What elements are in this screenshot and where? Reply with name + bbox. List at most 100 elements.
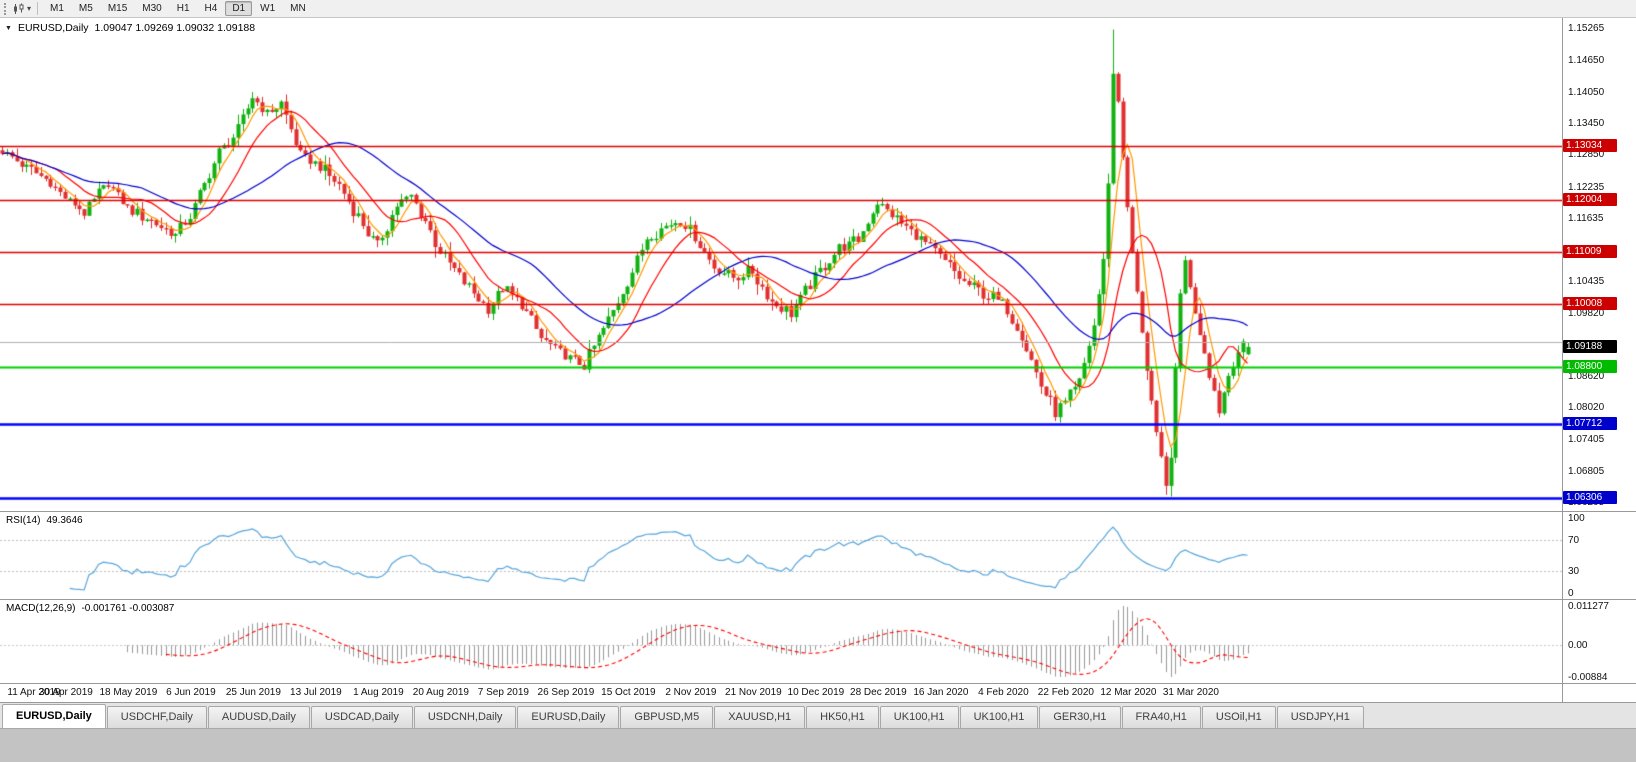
macd-plot[interactable]: MACD(12,26,9) -0.001761 -0.003087 (0, 600, 1562, 683)
rsi-value: 49.3646 (46, 515, 83, 526)
date-tick-28-dec-2019: 28 Dec 2019 (850, 687, 907, 698)
date-tick-1-aug-2019: 1 Aug 2019 (353, 687, 404, 698)
price-tick-1.12850: 1.12850 (1568, 149, 1605, 161)
level-price-badge-1.11009: 1.11009 (1563, 244, 1617, 258)
symbol-tab-uk100-h1-10[interactable]: UK100,H1 (959, 706, 1039, 728)
toolbar-grip[interactable] (4, 2, 8, 15)
symbol-tab-uk100-h1-9[interactable]: UK100,H1 (879, 706, 959, 728)
symbol-tab-hk50-h1-8[interactable]: HK50,H1 (806, 706, 879, 728)
level-price-badge-1.08800: 1.08800 (1563, 360, 1617, 374)
symbol-tab-usdcnh-daily-4[interactable]: USDCNH,Daily (413, 706, 517, 728)
date-tick-11-apr-2019: 11 Apr 2019 (7, 687, 61, 698)
symbol-tab-xauusd-h1-7[interactable]: XAUUSD,H1 (714, 706, 806, 728)
macd-panel: MACD(12,26,9) -0.001761 -0.003087 0.0112… (0, 600, 1636, 684)
symbol-tab-usdjpy-h1-14[interactable]: USDJPY,H1 (1276, 706, 1364, 728)
date-tick-31-mar-2020: 31 Mar 2020 (1162, 687, 1219, 698)
main-panel: ▼ EURUSD,Daily 1.09047 1.09269 1.09032 1… (0, 18, 1636, 512)
macd-tick-0.011277: 0.011277 (1568, 601, 1609, 612)
main-plot[interactable]: ▼ EURUSD,Daily 1.09047 1.09269 1.09032 1… (0, 18, 1562, 511)
symbol-tab-bar: EURUSD,Daily USDCHF,Daily AUDUSD,Daily USDC… (0, 702, 1636, 728)
dropdown-caret-icon[interactable]: ▾ (27, 4, 32, 13)
price-tick-1.08020: 1.08020 (1568, 402, 1605, 413)
rsi-canvas[interactable] (0, 512, 1562, 599)
date-tick-30-apr-2019: 30 Apr 2019 (38, 687, 93, 698)
symbol-tab-usoil-h1-13[interactable]: USOil,H1 (1201, 706, 1276, 728)
timeframe-button-m30[interactable]: M30 (142, 3, 162, 14)
time-axis-row: 11 Apr 2019 30 Apr 2019 18 May 2019 6 Jun 2… (0, 684, 1636, 702)
price-tick-1.12235: 1.12235 (1568, 181, 1605, 193)
rsi-scale-axis[interactable]: 100 70 30 0 (1562, 512, 1636, 599)
rsi-name: RSI(14) (6, 515, 41, 526)
macd-values: -0.001761 -0.003087 (81, 603, 175, 614)
date-tick-25-jun-2019: 25 Jun 2019 (225, 687, 281, 698)
chart-title-ohlc: 1.09047 1.09269 1.09032 1.09188 (94, 22, 256, 34)
date-tick-16-jan-2020: 16 Jan 2020 (913, 687, 969, 698)
macd-scale-axis[interactable]: 0.011277 0.00 -0.00884 (1562, 600, 1636, 683)
timeframe-button-m15[interactable]: M15 (107, 3, 128, 14)
level-price-badge-1.13034: 1.13034 (1563, 138, 1617, 152)
date-tick-18-may-2019: 18 May 2019 (99, 687, 158, 698)
date-tick-21-nov-2019: 21 Nov 2019 (725, 687, 782, 698)
price-tick-1.07405: 1.07405 (1568, 434, 1605, 446)
candlestick-chart-icon[interactable] (13, 3, 25, 15)
date-tick-20-aug-2019: 20 Aug 2019 (412, 687, 469, 698)
date-axis[interactable]: 11 Apr 2019 30 Apr 2019 18 May 2019 6 Jun 2… (0, 684, 1562, 702)
symbol-tab-eurusd-daily-0[interactable]: EURUSD,Daily (2, 704, 106, 728)
price-tick-1.10435: 1.10435 (1568, 275, 1605, 287)
timeframe-button-mn[interactable]: MN (290, 3, 306, 14)
rsi-tick-100: 100 (1568, 513, 1585, 524)
price-tick-1.09820: 1.09820 (1568, 307, 1605, 319)
timeframe-buttons: M1 M5 M15 M30 H1 H4 D1 W1 MN (43, 1, 313, 16)
chart-title-marker-icon: ▼ (5, 24, 12, 32)
timeframe-button-m5[interactable]: M5 (78, 3, 93, 14)
price-tick-1.13450: 1.13450 (1568, 118, 1605, 130)
level-price-badge-1.07712: 1.07712 (1563, 417, 1617, 431)
timeframe-button-m1[interactable]: M1 (50, 3, 64, 14)
rsi-label: RSI(14) 49.3646 (6, 515, 83, 526)
date-tick-13-jul-2019: 13 Jul 2019 (290, 687, 342, 698)
date-tick-12-mar-2020: 12 Mar 2020 (1100, 687, 1157, 698)
rsi-tick-70: 70 (1568, 535, 1580, 547)
symbol-tab-ger30-h1-11[interactable]: GER30,H1 (1039, 706, 1121, 728)
rsi-panel: RSI(14) 49.3646 100 70 30 0 (0, 512, 1636, 600)
date-tick-2-nov-2019: 2 Nov 2019 (665, 687, 717, 698)
chart-title: ▼ EURUSD,Daily 1.09047 1.09269 1.09032 1… (5, 22, 255, 34)
date-tick-15-oct-2019: 15 Oct 2019 (601, 687, 656, 698)
current-price-badge: 1.09188 (1563, 339, 1617, 353)
chart-area: ▼ EURUSD,Daily 1.09047 1.09269 1.09032 1… (0, 18, 1636, 702)
date-tick-22-feb-2020: 22 Feb 2020 (1037, 687, 1094, 698)
macd-canvas[interactable] (0, 600, 1562, 683)
symbol-tab-fra40-h1-12[interactable]: FRA40,H1 (1121, 706, 1201, 728)
rsi-tick-0: 0 (1568, 588, 1574, 599)
price-tick-1.06805: 1.06805 (1568, 465, 1605, 477)
symbol-tab-gbpusd-m5-6[interactable]: GBPUSD,M5 (620, 706, 714, 728)
axis-corner (1562, 684, 1636, 702)
date-tick-26-sep-2019: 26 Sep 2019 (537, 687, 595, 698)
timeframe-button-d1[interactable]: D1 (225, 1, 253, 16)
symbol-tab-eurusd-daily-5[interactable]: EURUSD,Daily (517, 706, 620, 728)
main-chart-canvas[interactable] (0, 18, 1562, 511)
date-tick-4-feb-2020: 4 Feb 2020 (978, 687, 1029, 698)
macd-tick--0.00884: -0.00884 (1568, 672, 1608, 683)
symbol-tab-usdcad-daily-3[interactable]: USDCAD,Daily (310, 706, 413, 728)
price-tick-1.11635: 1.11635 (1568, 213, 1604, 225)
footer-strip (0, 728, 1636, 762)
main-price-axis[interactable]: 1.15265 1.14650 1.14050 1.13450 1.12850 1.122… (1562, 18, 1636, 511)
symbol-tab-usdchf-daily-1[interactable]: USDCHF,Daily (106, 706, 207, 728)
symbol-tab-audusd-daily-2[interactable]: AUDUSD,Daily (207, 706, 310, 728)
macd-label: MACD(12,26,9) -0.001761 -0.003087 (6, 603, 174, 614)
timeframe-toolbar: ▾ M1 M5 M15 M30 H1 H4 D1 W1 MN (0, 0, 1636, 18)
price-tick-1.08620: 1.08620 (1568, 370, 1605, 382)
timeframe-button-w1[interactable]: W1 (260, 3, 276, 14)
date-tick-6-jun-2019: 6 Jun 2019 (166, 687, 216, 698)
date-tick-7-sep-2019: 7 Sep 2019 (477, 687, 529, 698)
timeframe-button-h1[interactable]: H1 (176, 3, 190, 14)
macd-tick-0.00: 0.00 (1568, 640, 1588, 652)
price-tick-1.15265: 1.15265 (1568, 23, 1605, 35)
toolbar-separator (37, 2, 39, 15)
timeframe-button-h4[interactable]: H4 (204, 3, 218, 14)
rsi-tick-30: 30 (1568, 565, 1580, 577)
level-price-badge-1.12004: 1.12004 (1563, 192, 1617, 206)
rsi-plot[interactable]: RSI(14) 49.3646 (0, 512, 1562, 599)
